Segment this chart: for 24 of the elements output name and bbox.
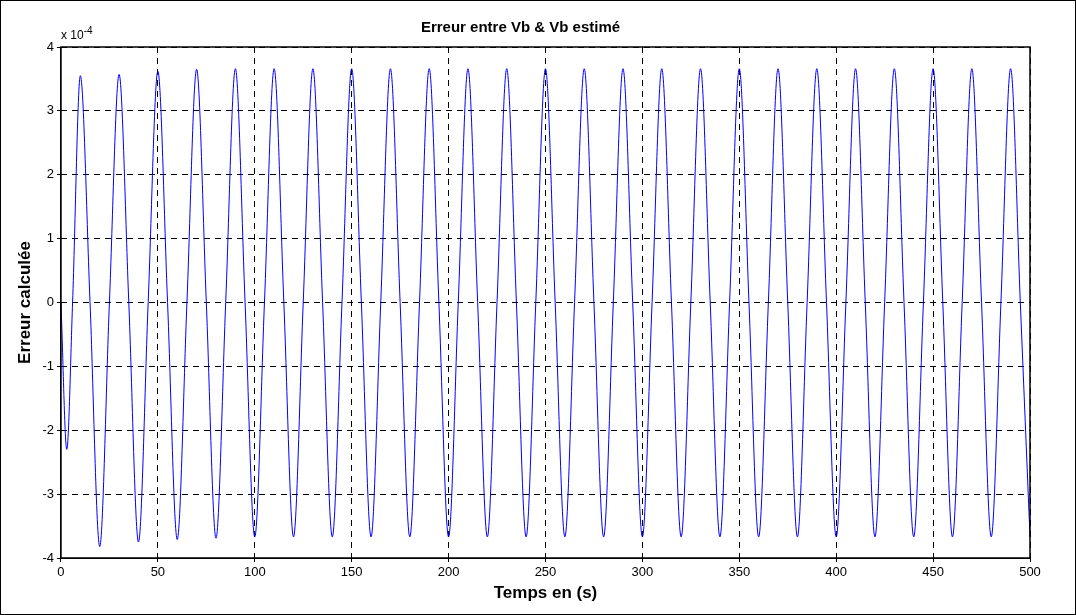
y-tick-label: 0	[46, 294, 54, 310]
x-tick-label: 400	[825, 564, 848, 580]
text: x 10$^{-4}$	[60, 25, 93, 42]
y-axis-title: Erreur calculée	[14, 241, 34, 364]
y-tick-label: -2	[42, 421, 54, 437]
y-tick-label: 3	[46, 102, 54, 118]
x-tick-label: 0	[57, 564, 65, 580]
x-tick-label: 250	[534, 564, 557, 580]
y-tick-label: -4	[42, 549, 54, 565]
chart-title: Erreur entre Vb & Vb estimé	[420, 18, 621, 36]
x-tick-label: 450	[922, 564, 944, 580]
x-tick-label: 500	[1019, 564, 1041, 580]
x-tick-label: 150	[340, 564, 363, 580]
y-tick-label: 4	[46, 38, 54, 54]
y-tick-label: -3	[42, 485, 54, 501]
y-tick-label: 2	[46, 166, 54, 182]
x-tick-label: 300	[631, 564, 654, 580]
line-series	[60, 68, 1030, 547]
x-tick-label: 50	[150, 564, 166, 580]
x-tick-label: 350	[728, 564, 751, 580]
y-tick-label: 1	[46, 230, 54, 246]
y-tick-label: -1	[42, 357, 54, 373]
x-tick-label: 200	[437, 564, 460, 580]
x-tick-label: 100	[243, 564, 266, 580]
